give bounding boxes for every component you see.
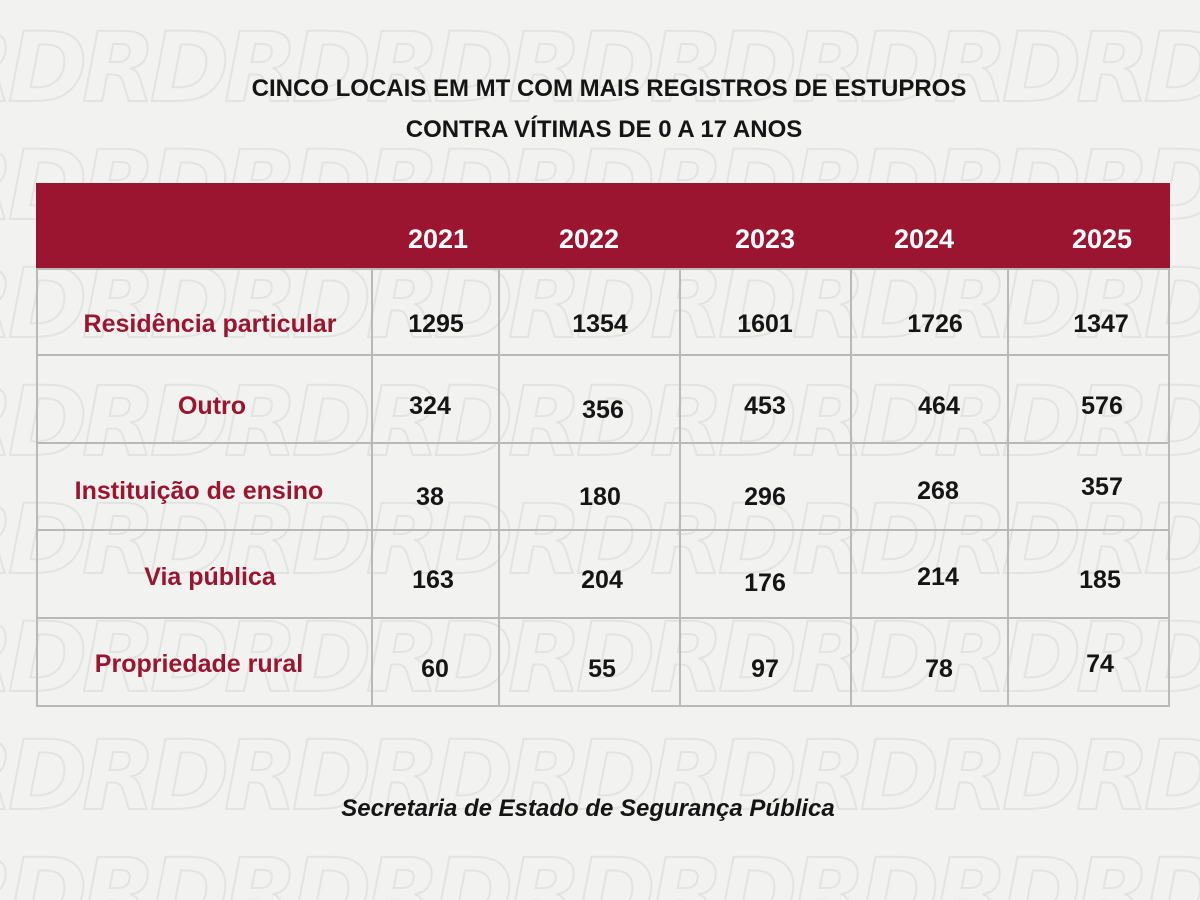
row-label-residencia-particular: Residência particular (83, 310, 337, 338)
table-cell: 163 (412, 566, 454, 594)
watermark-logo: RD (1075, 838, 1200, 900)
table-cell: 576 (1081, 392, 1123, 420)
chart-title-line-1: CINCO LOCAIS EM MT COM MAIS REGISTROS DE… (251, 75, 967, 102)
row-divider (36, 354, 1170, 356)
row-divider (36, 442, 1170, 444)
year-header-2021: 2021 (407, 224, 469, 254)
watermark-logo: RD (649, 838, 799, 900)
table-cell: 55 (588, 655, 616, 683)
table-cell: 1601 (737, 310, 793, 338)
year-header-2022: 2022 (558, 224, 620, 254)
column-divider (850, 268, 852, 707)
watermark-logo: RD (933, 838, 1083, 900)
table-cell: 38 (416, 483, 444, 511)
table-cell: 60 (421, 655, 449, 683)
watermark-logo: RD (791, 838, 941, 900)
table-header-band (36, 183, 1170, 268)
row-label-instituicao-de-ensino: Instituição de ensino (74, 477, 324, 505)
year-header-2025: 2025 (1071, 224, 1133, 254)
table-cell: 214 (917, 563, 959, 591)
row-divider (36, 617, 1170, 619)
year-header-2023: 2023 (734, 224, 796, 254)
table-cell: 185 (1079, 566, 1121, 594)
table-cell: 74 (1086, 650, 1114, 678)
table-cell: 97 (751, 655, 779, 683)
table-cell: 453 (744, 392, 786, 420)
table-cell: 204 (581, 566, 623, 594)
watermark-logo: RD (223, 838, 373, 900)
column-divider (1007, 268, 1009, 707)
watermark-logo: RD (365, 838, 515, 900)
column-divider (498, 268, 500, 707)
table-cell: 268 (917, 477, 959, 505)
table-cell: 1726 (907, 310, 963, 338)
table-cell: 1347 (1073, 310, 1129, 338)
watermark-logo: RD (81, 838, 231, 900)
table-cell: 78 (925, 655, 953, 683)
table-cell: 1354 (572, 310, 628, 338)
table-cell: 176 (744, 569, 786, 597)
table-cell: 180 (579, 483, 621, 511)
table-cell: 464 (918, 392, 960, 420)
table-cell: 356 (582, 396, 624, 424)
row-divider (36, 529, 1170, 531)
watermark-logo: RD (507, 838, 657, 900)
table-cell: 1295 (408, 310, 464, 338)
table-cell: 324 (409, 392, 451, 420)
watermark-logo: RD (0, 838, 89, 900)
chart-title-line-2: CONTRA VÍTIMAS DE 0 A 17 ANOS (405, 116, 803, 143)
column-divider (371, 268, 373, 707)
row-label-propriedade-rural: Propriedade rural (94, 650, 304, 678)
year-header-2024: 2024 (893, 224, 955, 254)
source-credit: Secretaria de Estado de Segurança Públic… (341, 795, 835, 822)
column-divider (679, 268, 681, 707)
data-table (36, 268, 1170, 707)
table-cell: 296 (744, 483, 786, 511)
row-label-via-publica: Via pública (144, 563, 276, 591)
table-cell: 357 (1081, 473, 1123, 501)
row-label-outro: Outro (177, 392, 247, 420)
